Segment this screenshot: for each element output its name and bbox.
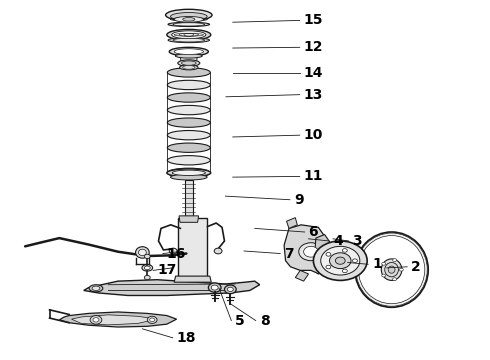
Polygon shape <box>284 225 331 274</box>
Circle shape <box>314 241 367 280</box>
Ellipse shape <box>171 174 207 180</box>
Circle shape <box>90 316 102 324</box>
Polygon shape <box>84 280 260 296</box>
Ellipse shape <box>171 13 207 21</box>
Text: 10: 10 <box>304 128 323 142</box>
Circle shape <box>330 253 351 269</box>
Polygon shape <box>295 270 309 281</box>
Ellipse shape <box>388 266 395 273</box>
Ellipse shape <box>179 65 198 70</box>
Circle shape <box>352 259 357 262</box>
Polygon shape <box>287 218 297 228</box>
Circle shape <box>224 285 236 294</box>
Text: 11: 11 <box>304 170 323 183</box>
Ellipse shape <box>167 68 210 77</box>
Text: 2: 2 <box>411 260 421 274</box>
Ellipse shape <box>183 18 195 21</box>
Circle shape <box>382 274 386 277</box>
Text: 17: 17 <box>157 264 176 277</box>
Circle shape <box>214 248 222 254</box>
Circle shape <box>227 287 233 292</box>
Ellipse shape <box>168 38 210 42</box>
Ellipse shape <box>167 131 210 140</box>
Ellipse shape <box>136 247 149 258</box>
Text: 3: 3 <box>352 234 362 248</box>
Ellipse shape <box>173 23 205 26</box>
Text: 14: 14 <box>304 66 323 80</box>
Text: 6: 6 <box>309 225 318 239</box>
Circle shape <box>343 249 347 252</box>
Ellipse shape <box>173 39 205 42</box>
Polygon shape <box>178 218 207 280</box>
Circle shape <box>145 275 150 280</box>
Ellipse shape <box>174 49 203 54</box>
Circle shape <box>326 265 331 269</box>
Circle shape <box>382 262 386 265</box>
Ellipse shape <box>172 31 206 39</box>
Ellipse shape <box>167 156 210 165</box>
Polygon shape <box>59 312 176 327</box>
Text: 13: 13 <box>304 87 323 102</box>
Ellipse shape <box>175 54 202 58</box>
Polygon shape <box>179 216 198 222</box>
Circle shape <box>211 285 218 290</box>
Text: 16: 16 <box>167 247 186 261</box>
Circle shape <box>93 318 99 322</box>
Ellipse shape <box>181 61 196 65</box>
Circle shape <box>169 248 177 254</box>
Ellipse shape <box>167 168 210 177</box>
Ellipse shape <box>139 249 147 256</box>
Ellipse shape <box>92 286 100 291</box>
Circle shape <box>399 268 403 271</box>
Ellipse shape <box>167 143 210 152</box>
Ellipse shape <box>145 266 150 270</box>
Ellipse shape <box>89 285 103 292</box>
Circle shape <box>150 318 155 321</box>
Polygon shape <box>72 315 157 325</box>
Text: 8: 8 <box>260 314 270 328</box>
Circle shape <box>335 257 345 264</box>
Ellipse shape <box>142 265 153 271</box>
Circle shape <box>145 254 150 258</box>
Circle shape <box>304 246 318 257</box>
Ellipse shape <box>167 105 210 115</box>
Ellipse shape <box>183 66 195 69</box>
Ellipse shape <box>178 60 200 66</box>
Ellipse shape <box>166 9 212 21</box>
Circle shape <box>321 246 360 275</box>
Ellipse shape <box>167 93 210 102</box>
Text: 18: 18 <box>176 331 196 345</box>
Ellipse shape <box>358 235 425 304</box>
Ellipse shape <box>167 118 210 127</box>
Text: 5: 5 <box>235 314 245 328</box>
Polygon shape <box>185 180 193 216</box>
Circle shape <box>392 259 396 261</box>
Text: 7: 7 <box>284 247 294 261</box>
Polygon shape <box>315 234 331 260</box>
Text: 4: 4 <box>333 234 343 248</box>
Circle shape <box>392 278 396 281</box>
Ellipse shape <box>172 170 205 176</box>
Ellipse shape <box>167 169 211 177</box>
Text: 12: 12 <box>304 40 323 54</box>
Ellipse shape <box>355 232 428 307</box>
Ellipse shape <box>174 17 203 22</box>
Circle shape <box>326 253 331 256</box>
Ellipse shape <box>169 47 208 56</box>
Text: 1: 1 <box>372 257 382 271</box>
Ellipse shape <box>167 30 211 40</box>
Circle shape <box>208 283 221 292</box>
Ellipse shape <box>167 80 210 90</box>
Polygon shape <box>180 54 197 62</box>
Circle shape <box>299 243 323 261</box>
Ellipse shape <box>168 22 210 27</box>
Circle shape <box>343 269 347 273</box>
Ellipse shape <box>381 259 402 280</box>
Polygon shape <box>174 276 211 282</box>
Text: 9: 9 <box>294 193 303 207</box>
Ellipse shape <box>385 262 398 277</box>
Circle shape <box>147 316 157 323</box>
Text: 15: 15 <box>304 13 323 27</box>
